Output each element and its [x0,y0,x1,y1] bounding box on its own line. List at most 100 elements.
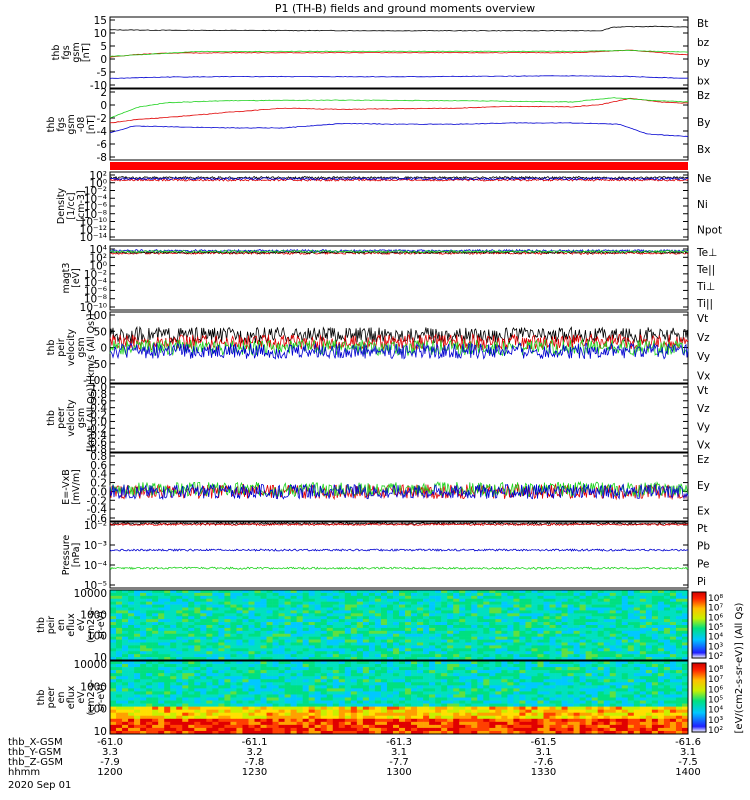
heatmap-cell [290,619,297,623]
heatmap-cell [609,654,617,658]
heatmap-cell [260,633,267,637]
heatmap-cell [320,607,328,611]
heatmap-cell [218,700,225,704]
heatmap-cell [206,619,213,623]
heatmap-cell [164,651,171,655]
heatmap-cell [152,721,159,726]
heatmap-cell [296,598,303,602]
heatmap-cell [663,630,671,635]
heatmap-cell [465,664,472,668]
heatmap-cell [615,622,623,626]
heatmap-cell [549,651,556,655]
heatmap-cell [549,727,556,732]
heatmap-cell [639,613,647,617]
heatmap-cell [290,645,297,649]
heatmap-cell [621,657,629,661]
heatmap-cell [248,682,255,686]
heatmap-cell [489,651,496,655]
heatmap-cell [423,654,430,658]
heatmap-cell [573,685,580,689]
heatmap-cell [314,616,322,620]
heatmap-cell [284,676,291,680]
heatmap-cell [459,598,466,602]
heatmap-cell [284,636,291,640]
heatmap-cell [326,642,334,646]
heatmap-cell [441,645,448,649]
heatmap-cell [651,657,659,661]
heatmap-cell [405,727,412,732]
heatmap-cell [465,697,472,701]
heatmap-cell [266,715,273,720]
heatmap-cell [459,633,466,637]
heatmap-cell [122,610,129,614]
heatmap-cell [459,627,466,632]
heatmap-cell [633,645,641,649]
heatmap-cell [206,712,213,717]
heatmap-cell [591,730,598,735]
heatmap-cell [278,727,285,732]
heatmap-cell [254,604,261,608]
heatmap-cell [392,595,400,600]
heatmap-cell [164,685,171,689]
heatmap-cell [501,721,508,726]
heatmap-cell [218,613,225,617]
heatmap-cell [260,648,267,652]
heatmap-cell [152,645,159,649]
heatmap-cell [356,661,364,665]
heatmap-cell [308,670,316,674]
heatmap-cell [537,664,544,668]
heatmap-cell [453,688,460,692]
heatmap-cell [218,682,225,686]
heatmap-cell [374,613,382,617]
heatmap-cell [597,703,605,707]
heatmap-cell [453,601,460,605]
heatmap-cell [266,604,273,608]
heatmap-cell [477,703,484,707]
heatmap-cell [356,595,364,600]
heatmap-cell [374,730,382,735]
heatmap-cell [164,718,171,723]
heatmap-cell [435,651,442,655]
heatmap-cell [146,661,153,665]
heatmap-cell [164,648,171,652]
heatmap-cell [254,598,261,602]
heatmap-cell [266,657,273,661]
heatmap-cell [681,622,689,626]
heatmap-cell [140,630,147,635]
heatmap-cell [176,604,183,608]
heatmap-cell [380,607,388,611]
heatmap-cell [224,718,231,723]
heatmap-cell [326,648,334,652]
heatmap-cell [206,688,213,692]
heatmap-cell [423,667,430,671]
heatmap-cell [218,664,225,668]
heatmap-cell [176,625,183,629]
heatmap-cell [453,619,460,623]
heatmap-cell [278,697,285,701]
heatmap-cell [465,703,472,707]
heatmap-cell [621,706,629,710]
heatmap-cell [230,630,237,635]
heatmap-cell [146,721,153,726]
heatmap-cell [170,619,177,623]
heatmap-cell [405,645,412,649]
heatmap-cell [429,590,436,594]
heatmap-cell [489,654,496,658]
heatmap-cell [188,709,195,714]
heatmap-cell [266,622,273,626]
heatmap-cell [170,697,177,701]
heatmap-cell [206,667,213,671]
heatmap-cell [681,625,689,629]
heatmap-cell [489,610,496,614]
heatmap-cell [657,648,665,652]
heatmap-cell [573,661,580,665]
heatmap-cell [212,592,219,597]
heatmap-cell [170,590,177,594]
heatmap-cell [447,661,454,665]
heatmap-cell [645,709,653,714]
heatmap-cell [212,625,219,629]
heatmap-cell [573,727,580,732]
heatmap-cell [435,700,442,704]
heatmap-cell [158,604,165,608]
heatmap-cell [549,670,556,674]
